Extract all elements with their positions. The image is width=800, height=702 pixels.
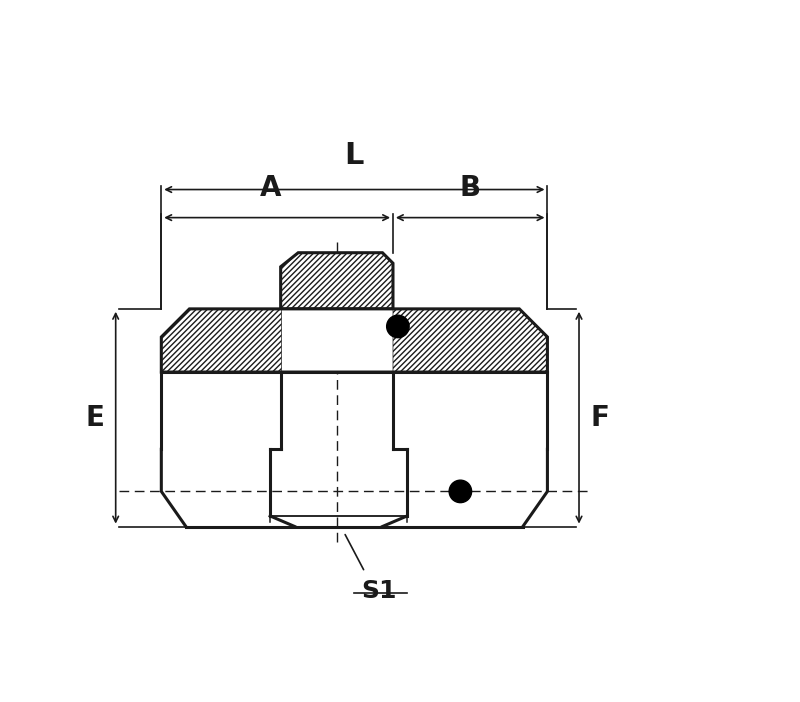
Circle shape <box>449 480 472 503</box>
Text: F: F <box>590 404 610 432</box>
Text: B: B <box>460 174 481 202</box>
Polygon shape <box>281 253 393 309</box>
Text: E: E <box>85 404 104 432</box>
Polygon shape <box>162 309 547 372</box>
Text: A: A <box>259 174 281 202</box>
Circle shape <box>386 315 409 338</box>
Text: L: L <box>345 141 364 170</box>
Text: S1: S1 <box>361 579 397 603</box>
